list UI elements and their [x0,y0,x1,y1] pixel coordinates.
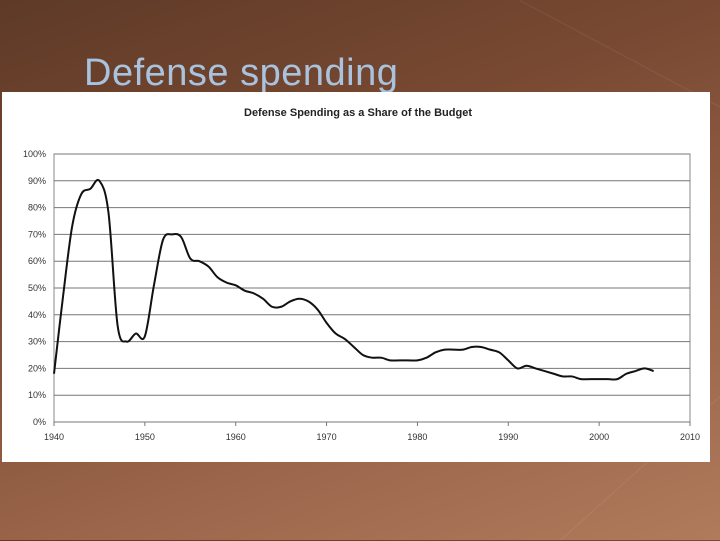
x-tick-label: 1960 [226,432,246,442]
y-tick-label: 10% [28,390,46,400]
slide-title: Defense spending [84,52,399,94]
y-tick-label: 70% [28,229,46,239]
y-tick-label: 40% [28,310,46,320]
y-tick-label: 0% [33,417,46,427]
y-tick-label: 90% [28,176,46,186]
y-tick-label: 100% [23,149,46,159]
series-layer [53,178,654,381]
tick-layer: 0% 10% 20% 30% 40% 50% 60% 70% 80% 90% 100% 1940 195… [23,149,700,442]
x-tick-label: 1990 [498,432,518,442]
chart-panel: Defense Spending as a Share of the Budge… [2,92,710,462]
y-tick-label: 60% [28,256,46,266]
x-tick-label: 1980 [407,432,427,442]
series-line [53,178,654,381]
line-chart: Defense Spending as a Share of the Budge… [23,107,700,442]
x-tick-label: 1940 [44,432,64,442]
chart-title: Defense Spending as a Share of the Budge… [244,107,472,119]
x-tick-label: 1950 [135,432,155,442]
x-tick-label: 1970 [317,432,337,442]
y-tick-label: 50% [28,283,46,293]
y-tick-label: 30% [28,337,46,347]
x-tick-label: 2010 [680,432,700,442]
y-tick-label: 80% [28,203,46,213]
x-tick-label: 2000 [589,432,609,442]
y-tick-label: 20% [28,363,46,373]
grid-layer [53,153,691,426]
